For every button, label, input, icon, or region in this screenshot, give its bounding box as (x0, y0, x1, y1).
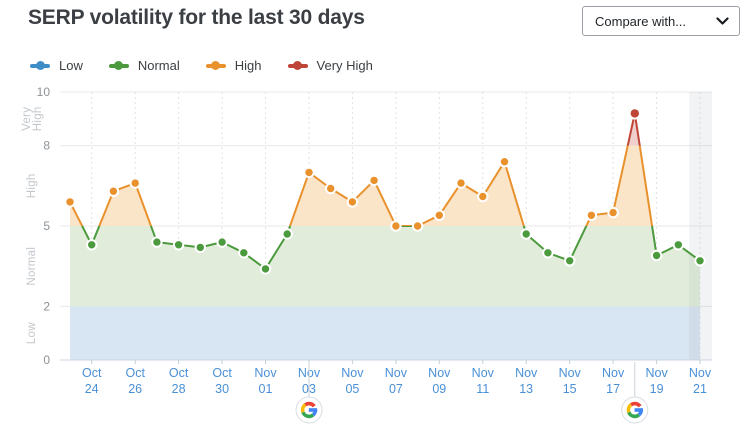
data-point-oct-24[interactable] (86, 239, 98, 251)
legend-item-low[interactable]: Low (30, 58, 83, 73)
data-point-nov-03[interactable] (303, 166, 315, 179)
google-icon[interactable] (621, 396, 649, 424)
data-point-oct-27[interactable] (151, 236, 163, 248)
legend-item-normal[interactable]: Normal (108, 58, 180, 73)
y-axis-zone-label: High (26, 173, 38, 198)
legend-marker-icon (108, 61, 129, 71)
area-fill-very-high (627, 113, 640, 146)
data-point-nov-14[interactable] (542, 247, 554, 259)
area-fill-high (70, 145, 653, 227)
data-point-oct-26[interactable] (129, 177, 141, 189)
data-point-nov-15[interactable] (564, 255, 576, 267)
y-axis-tick-label: 8 (43, 139, 50, 153)
chevron-down-icon (716, 16, 729, 25)
data-point-nov-10[interactable] (455, 177, 467, 189)
legend-item-high[interactable]: High (205, 58, 262, 73)
data-point-nov-04[interactable] (325, 182, 337, 195)
x-axis-label: Nov 01 (254, 366, 277, 396)
data-point-nov-02[interactable] (281, 228, 293, 240)
y-axis-tick-label: 2 (43, 299, 50, 313)
y-axis-zone-label: Normal (26, 247, 38, 286)
legend-label: Low (59, 58, 83, 73)
data-point-nov-01[interactable] (259, 263, 272, 275)
area-fill-low (70, 306, 700, 360)
data-point-nov-19[interactable] (650, 249, 663, 262)
x-axis-label: Nov 17 (602, 366, 625, 396)
x-axis-label: Nov 13 (515, 366, 538, 396)
legend-label: Very High (316, 58, 373, 73)
data-point-nov-17[interactable] (607, 206, 619, 219)
x-axis-label: Nov 05 (341, 366, 364, 396)
data-point-oct-28[interactable] (172, 239, 185, 251)
x-axis-label: Nov 19 (645, 366, 668, 396)
data-point-nov-21[interactable] (694, 255, 706, 267)
google-icon[interactable] (295, 396, 323, 424)
x-axis-label: Nov 09 (428, 366, 451, 396)
data-point-nov-06[interactable] (368, 174, 380, 187)
data-point-nov-20[interactable] (672, 239, 684, 251)
x-axis-label: Oct 30 (212, 366, 232, 396)
data-point-nov-05[interactable] (346, 196, 359, 208)
data-point-nov-09[interactable] (433, 209, 445, 222)
current-day-highlight-band (689, 92, 712, 360)
data-point-nov-16[interactable] (585, 209, 598, 222)
data-point-nov-07[interactable] (390, 220, 402, 232)
chart-legend: Low Normal High Very High (30, 58, 373, 73)
data-point-nov-08[interactable] (411, 220, 424, 232)
data-point-oct-30[interactable] (216, 236, 228, 248)
legend-marker-icon (287, 61, 308, 71)
data-point-oct-31[interactable] (238, 247, 250, 259)
data-point-oct-29[interactable] (194, 241, 207, 254)
y-axis-zone-label: VeryHigh (21, 106, 44, 131)
x-axis-label: Oct 24 (82, 366, 102, 396)
legend-label: Normal (137, 58, 180, 73)
x-axis-label: Nov 21 (689, 366, 712, 396)
x-axis-label: Oct 26 (125, 366, 145, 396)
data-point-nov-13[interactable] (520, 228, 532, 240)
legend-marker-icon (205, 61, 226, 71)
compare-with-dropdown-value: Compare with... (595, 13, 687, 29)
y-axis-tick-label: 0 (43, 353, 50, 367)
data-point-nov-12[interactable] (498, 156, 511, 168)
compare-with-dropdown[interactable]: Compare with... (582, 6, 740, 36)
legend-label: High (234, 58, 262, 73)
x-axis-label: Nov 11 (472, 366, 495, 396)
legend-marker-icon (30, 61, 50, 71)
data-point-oct-25[interactable] (107, 185, 120, 197)
x-axis-label: Oct 28 (169, 366, 189, 396)
data-point-oct-23[interactable] (64, 196, 76, 208)
area-fill-normal (70, 226, 700, 307)
y-axis-tick-label: 10 (37, 85, 51, 99)
data-point-nov-18[interactable] (628, 107, 641, 120)
y-axis-tick-label: 5 (43, 219, 50, 233)
x-axis-label: Nov 07 (385, 366, 408, 396)
page-title: SERP volatility for the last 30 days (28, 6, 365, 29)
legend-item-very-high[interactable]: Very High (287, 58, 373, 73)
x-axis-label: Nov 15 (559, 366, 582, 396)
y-axis-zone-label: Low (26, 322, 38, 344)
widget-header: SERP volatility for the last 30 days Com… (28, 6, 740, 36)
data-point-nov-11[interactable] (477, 190, 489, 203)
